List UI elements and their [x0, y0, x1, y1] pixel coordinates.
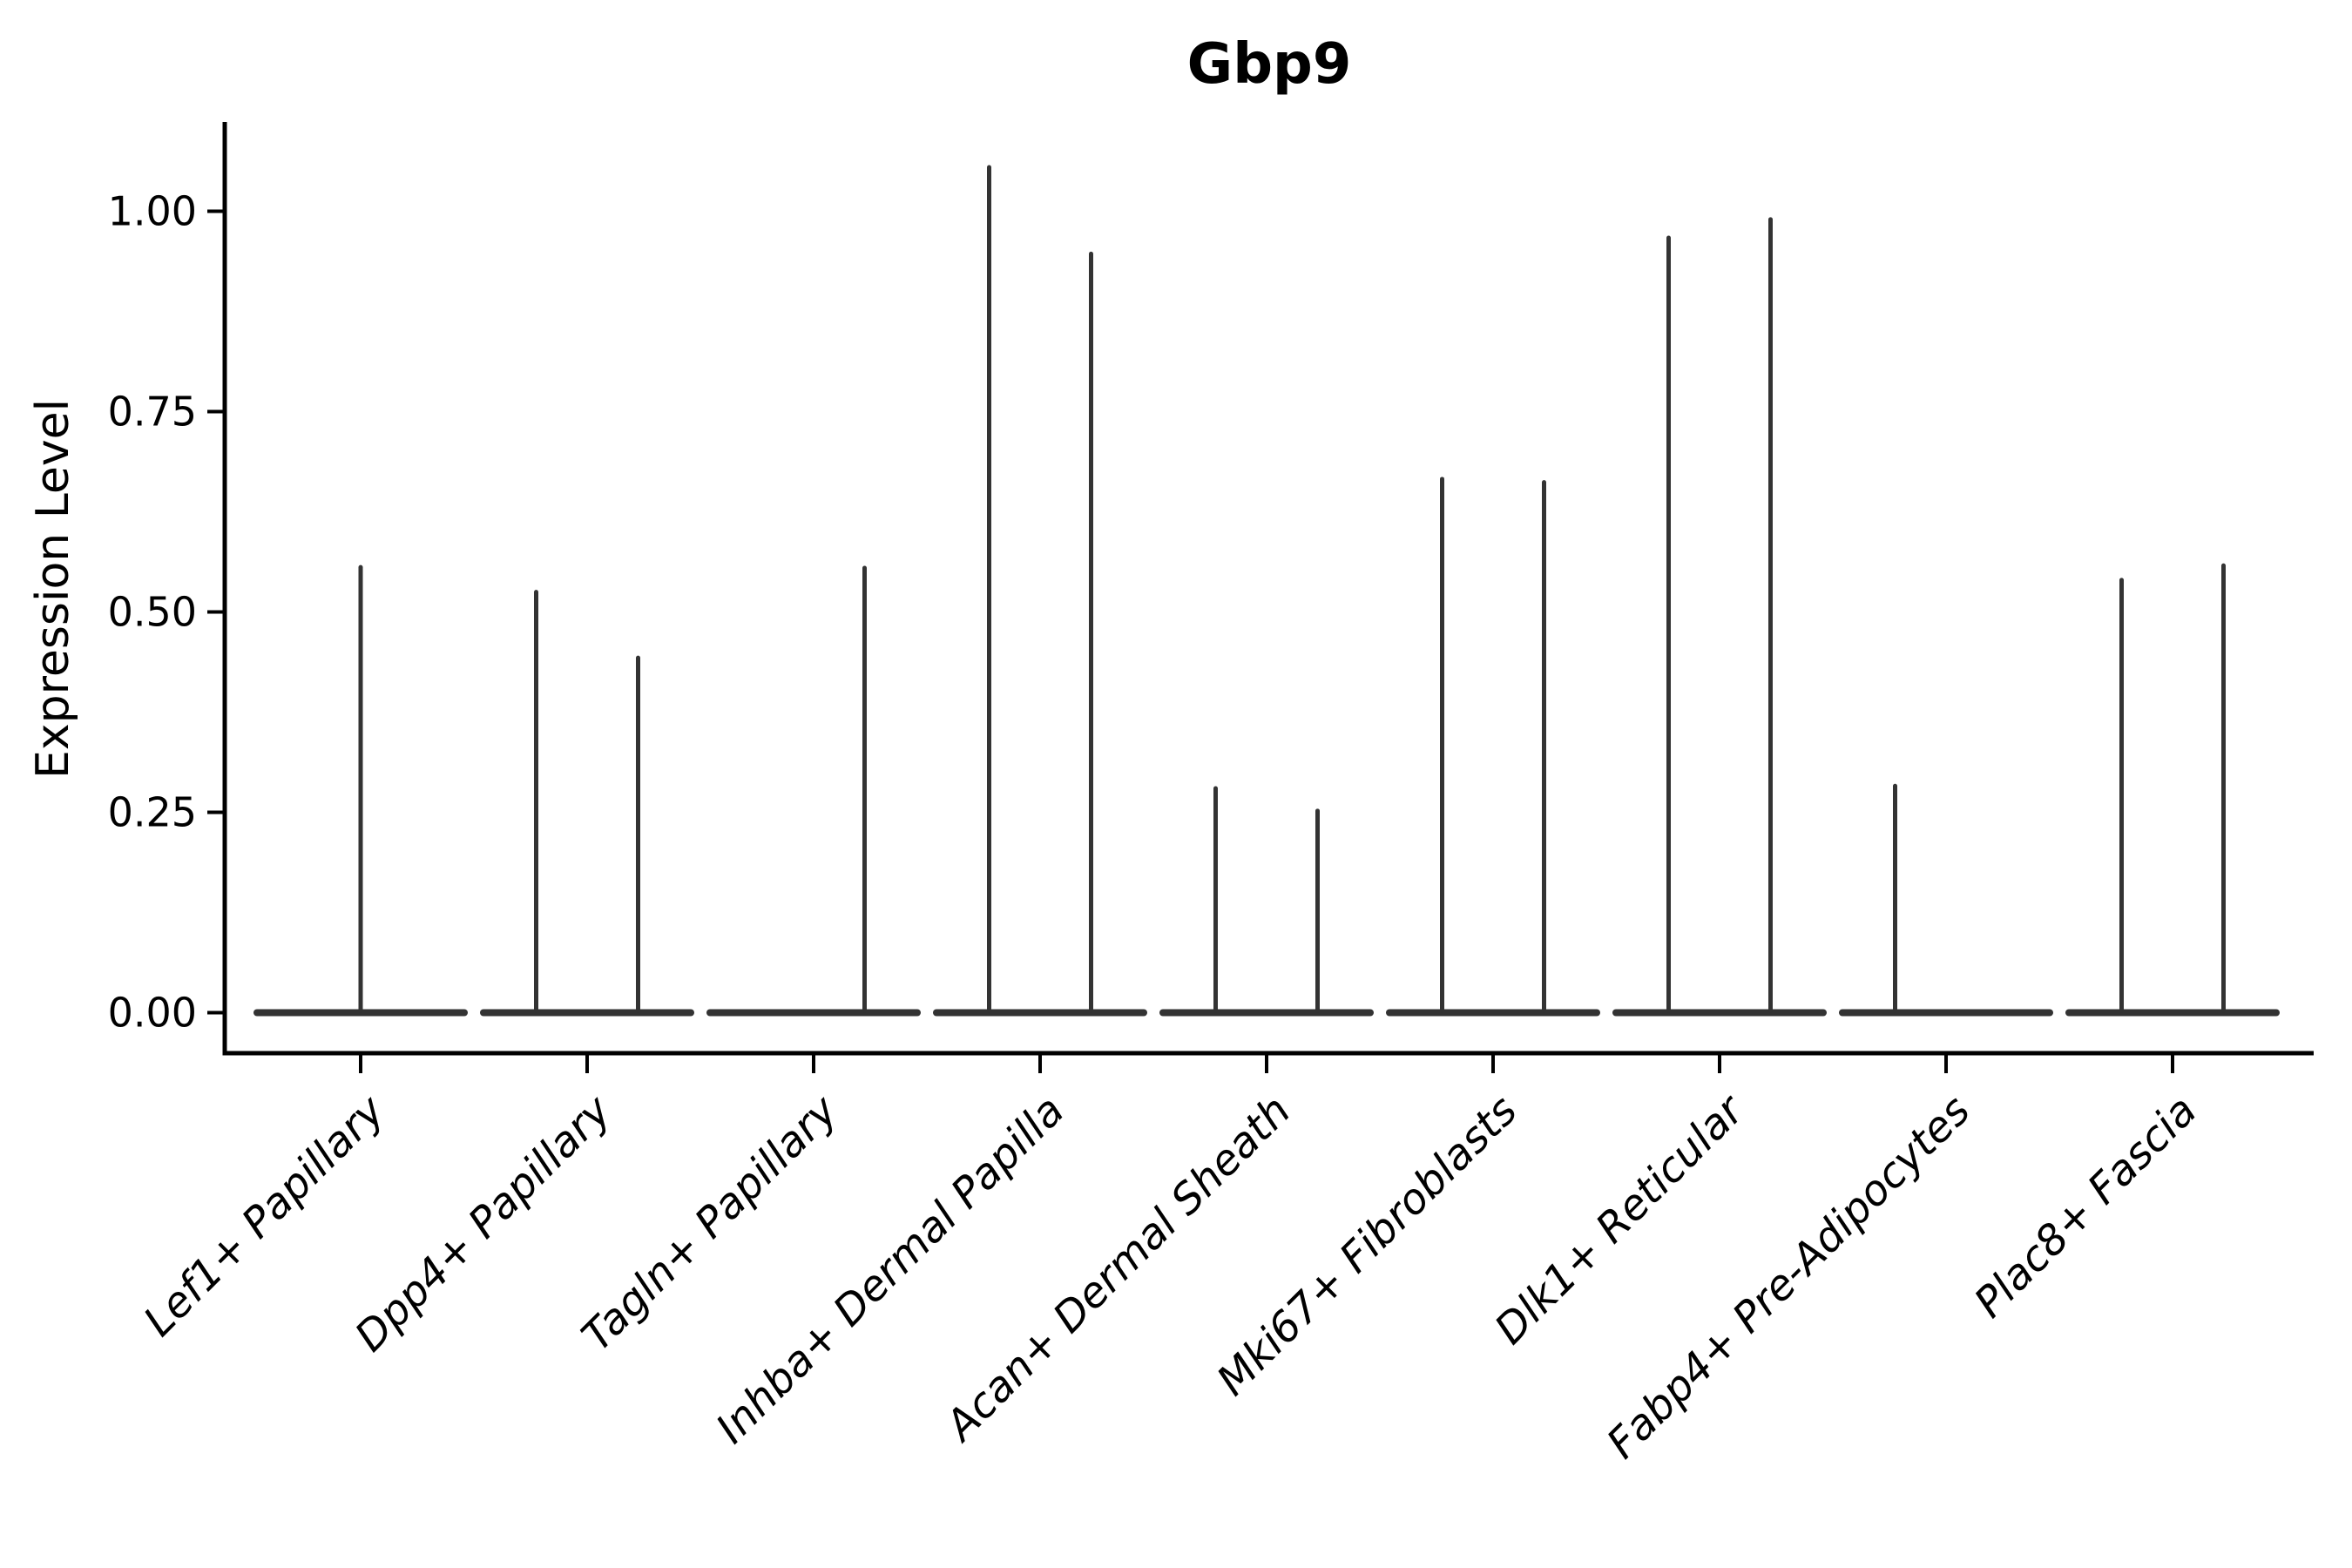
violin [1612, 217, 1827, 1017]
violin [253, 564, 468, 1017]
violins-group [253, 165, 2280, 1017]
y-tick-label: 1.00 [108, 188, 197, 235]
x-tick-label: Lef1+ Papillary [134, 1085, 395, 1346]
y-tick-label: 0.75 [108, 389, 197, 436]
x-tick-label: Plac8+ Fascia [1965, 1086, 2207, 1328]
violin [2065, 563, 2280, 1017]
violin [1159, 786, 1374, 1017]
x-tick-label: Fabp4+ Pre-Adipocytes [1598, 1086, 1980, 1469]
violin [706, 565, 921, 1017]
y-tick-label: 0.50 [108, 589, 197, 636]
violin [1386, 476, 1600, 1017]
violin [1839, 783, 2053, 1017]
violin [933, 165, 1147, 1017]
y-axis-label: Expression Level [27, 399, 79, 779]
y-axis: 0.00 0.25 0.50 0.75 1.00 [108, 122, 227, 1056]
violin [480, 590, 694, 1017]
chart-title: Gbp9 [1187, 32, 1352, 97]
x-tick-label: Dlk1+ Reticular [1485, 1085, 1755, 1355]
y-tick-label: 0.25 [108, 789, 197, 836]
y-tick-label: 0.00 [108, 990, 197, 1037]
